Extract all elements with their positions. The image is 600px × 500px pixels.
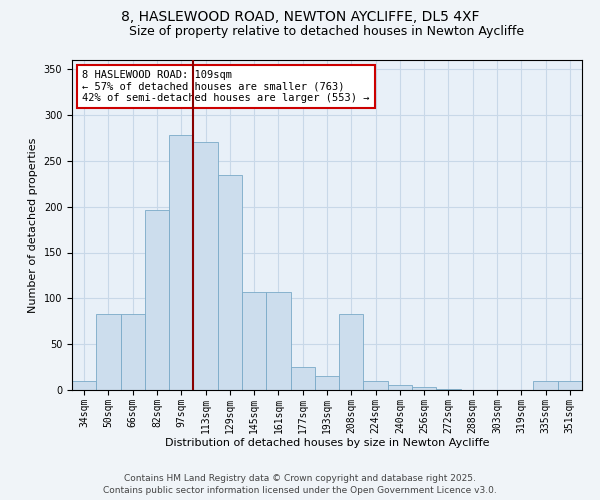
Bar (412, 387, 436, 390)
Bar (242, 292, 266, 390)
Bar (121, 314, 145, 390)
Bar (266, 292, 290, 390)
Bar (339, 314, 364, 390)
Bar (533, 381, 558, 390)
Bar (96, 314, 121, 390)
Bar (72, 381, 96, 390)
Bar (218, 174, 242, 390)
X-axis label: Distribution of detached houses by size in Newton Aycliffe: Distribution of detached houses by size … (165, 438, 489, 448)
Title: Size of property relative to detached houses in Newton Aycliffe: Size of property relative to detached ho… (130, 25, 524, 38)
Y-axis label: Number of detached properties: Number of detached properties (28, 138, 38, 312)
Bar (145, 210, 169, 390)
Bar (364, 381, 388, 390)
Bar (169, 135, 193, 390)
Bar (290, 367, 315, 390)
Bar (388, 386, 412, 390)
Text: 8 HASLEWOOD ROAD: 109sqm
← 57% of detached houses are smaller (763)
42% of semi-: 8 HASLEWOOD ROAD: 109sqm ← 57% of detach… (82, 70, 370, 103)
Text: 8, HASLEWOOD ROAD, NEWTON AYCLIFFE, DL5 4XF: 8, HASLEWOOD ROAD, NEWTON AYCLIFFE, DL5 … (121, 10, 479, 24)
Text: Contains HM Land Registry data © Crown copyright and database right 2025.
Contai: Contains HM Land Registry data © Crown c… (103, 474, 497, 495)
Bar (558, 381, 582, 390)
Bar (315, 376, 339, 390)
Bar (436, 389, 461, 390)
Bar (193, 142, 218, 390)
